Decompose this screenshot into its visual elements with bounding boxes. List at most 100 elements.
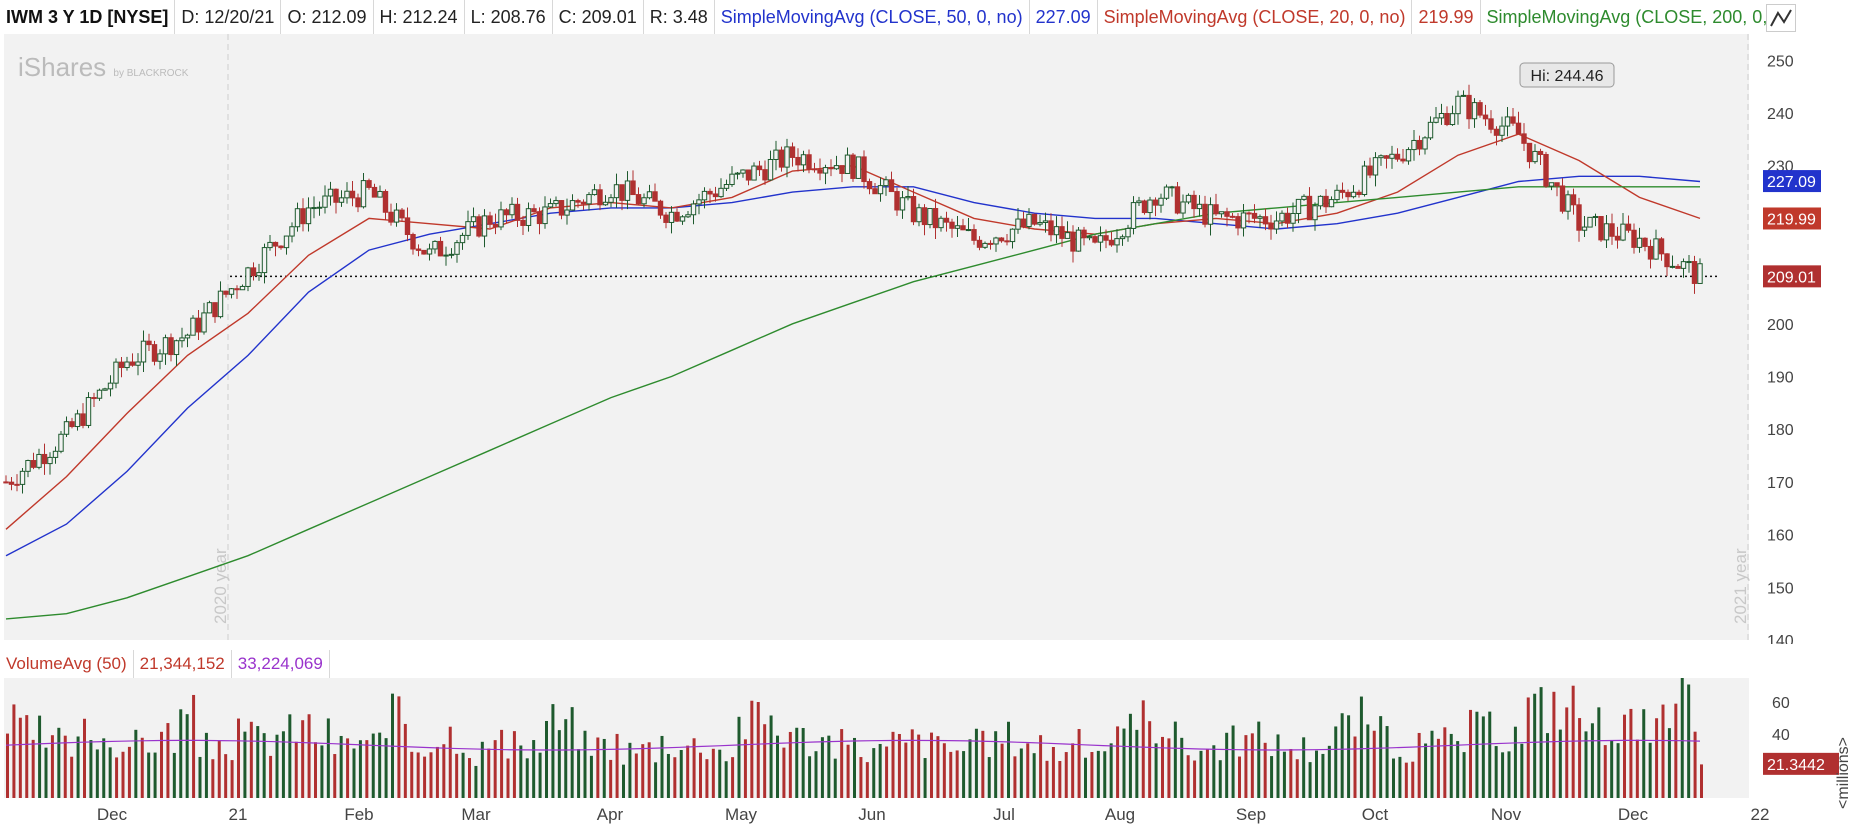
candle-body bbox=[641, 197, 647, 205]
volume-bar bbox=[237, 718, 240, 798]
volume-bar bbox=[185, 714, 189, 798]
volume-bar bbox=[897, 733, 901, 798]
candle-body bbox=[223, 290, 229, 295]
y-tick-label: 170 bbox=[1767, 475, 1794, 492]
symbol-label[interactable]: IWM 3 Y 1D [NYSE] bbox=[0, 0, 176, 34]
volume-bar bbox=[1424, 743, 1428, 798]
volume-bar bbox=[1648, 742, 1652, 798]
candle-body bbox=[36, 453, 42, 468]
candle-body bbox=[839, 165, 845, 174]
price-tag-box bbox=[1763, 170, 1821, 193]
watermark-by: by BLACKROCK bbox=[113, 68, 189, 79]
volume-bar bbox=[358, 740, 362, 798]
candle-body bbox=[195, 317, 202, 333]
candle-body bbox=[707, 190, 713, 195]
candle-body bbox=[476, 216, 482, 237]
candle-body bbox=[696, 199, 702, 205]
sma50-legend[interactable]: SimpleMovingAvg (CLOSE, 50, 0, no) bbox=[715, 0, 1030, 34]
candle-body bbox=[949, 221, 955, 229]
volume-bar bbox=[1051, 747, 1055, 798]
volume-bar bbox=[1526, 697, 1530, 798]
candle-body bbox=[327, 188, 334, 197]
candle-body bbox=[1306, 195, 1313, 221]
x-tick-label: Jul bbox=[993, 805, 1015, 824]
candle-body bbox=[465, 221, 471, 236]
x-tick-label: Dec bbox=[1618, 805, 1649, 824]
volume-bar bbox=[339, 735, 343, 798]
volume-bar bbox=[910, 729, 914, 798]
volume-bar bbox=[551, 704, 555, 798]
sma-line-2 bbox=[5, 186, 1700, 620]
volume-bar bbox=[134, 729, 138, 798]
volume-bar bbox=[1552, 691, 1556, 798]
candle-body bbox=[1482, 114, 1489, 120]
volume-chart[interactable]: 20406021.3442<millions>Dec21FebMarAprMay… bbox=[0, 678, 1855, 828]
candle-body bbox=[855, 156, 862, 179]
candle-body bbox=[96, 389, 103, 399]
candle-body bbox=[833, 165, 840, 170]
candle-body bbox=[1449, 113, 1456, 126]
candle-body bbox=[1257, 216, 1263, 219]
volume-bar bbox=[1231, 725, 1235, 798]
candle-body bbox=[283, 235, 290, 249]
volume-bar bbox=[204, 732, 208, 798]
volume-bar bbox=[1321, 753, 1325, 798]
volume-study-label[interactable]: VolumeAvg (50) bbox=[0, 650, 134, 678]
volume-bar bbox=[269, 755, 273, 798]
candle-body bbox=[960, 225, 966, 231]
volume-bar bbox=[1135, 729, 1139, 798]
volume-bar bbox=[1302, 737, 1306, 798]
volume-bar bbox=[512, 731, 516, 798]
candle-body bbox=[41, 453, 48, 465]
candle-body bbox=[1587, 216, 1593, 228]
candle-body bbox=[1251, 212, 1258, 219]
candle-body bbox=[910, 196, 917, 223]
volume-bar bbox=[801, 727, 805, 798]
price-chart[interactable]: 2020 year 2021 year Hi: 244.46 140 150 160 1… bbox=[0, 34, 1855, 644]
candle-body bbox=[1686, 261, 1692, 264]
candle-body bbox=[91, 397, 97, 400]
candle-body bbox=[1262, 216, 1269, 225]
low-label: L: 208.76 bbox=[465, 0, 553, 34]
volume-bar bbox=[743, 739, 747, 798]
volume-bar bbox=[1045, 760, 1049, 798]
volume-bar bbox=[1289, 748, 1293, 798]
volume-bar bbox=[346, 738, 350, 798]
candle-body bbox=[1141, 200, 1148, 214]
volume-bar bbox=[930, 732, 933, 798]
sma200-legend[interactable]: SimpleMovingAvg (CLOSE, 200, 0, no) bbox=[1481, 0, 1784, 34]
candle-body bbox=[1592, 216, 1599, 219]
candle-body bbox=[1339, 189, 1346, 193]
candle-body bbox=[1130, 202, 1137, 229]
volume-bar bbox=[294, 741, 298, 798]
candle-body bbox=[778, 149, 785, 168]
drawing-tool-icon[interactable] bbox=[1766, 4, 1796, 32]
volume-bar bbox=[1661, 704, 1665, 798]
candle-body bbox=[184, 334, 191, 339]
candle-body bbox=[1471, 102, 1478, 120]
x-tick-label: Apr bbox=[597, 805, 624, 824]
candle-body bbox=[569, 200, 576, 211]
volume-bar bbox=[1475, 711, 1479, 798]
candle-body bbox=[217, 290, 224, 318]
candle-body bbox=[883, 179, 889, 187]
candle-body bbox=[624, 180, 631, 201]
candle-body bbox=[1048, 220, 1054, 236]
volume-bar bbox=[249, 721, 253, 798]
sma20-legend[interactable]: SimpleMovingAvg (CLOSE, 20, 0, no) bbox=[1098, 0, 1413, 34]
volume-bar bbox=[1257, 721, 1261, 798]
candle-body bbox=[1009, 228, 1016, 243]
candle-body bbox=[1537, 150, 1544, 155]
y-tick-label: 250 bbox=[1767, 53, 1794, 70]
range-label: R: 3.48 bbox=[644, 0, 715, 34]
volume-bar bbox=[679, 750, 683, 798]
candle-body bbox=[1422, 137, 1428, 150]
candle-body bbox=[993, 237, 999, 245]
candle-body bbox=[1504, 116, 1511, 127]
volume-value: 21,344,152 bbox=[134, 650, 232, 678]
x-tick-label: Oct bbox=[1362, 805, 1389, 824]
volume-bar bbox=[461, 752, 465, 798]
volume-bar bbox=[352, 748, 356, 798]
volume-bar bbox=[455, 753, 459, 798]
volume-bar bbox=[487, 748, 491, 798]
